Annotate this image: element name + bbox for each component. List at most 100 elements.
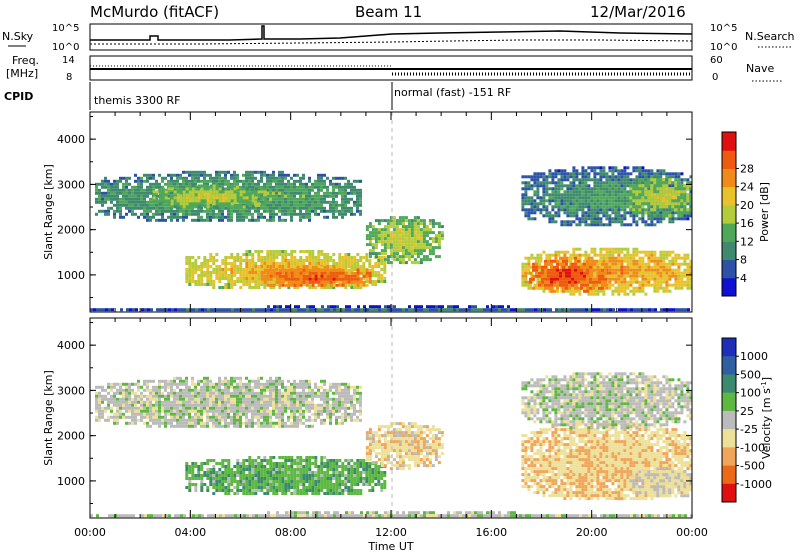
power-cell-2 bbox=[380, 268, 384, 271]
power-cell-2 bbox=[308, 259, 312, 262]
power-cell-2 bbox=[224, 259, 228, 262]
power-cell-0 bbox=[335, 206, 338, 210]
power-cell-3 bbox=[323, 265, 327, 269]
power-cell-9 bbox=[120, 308, 123, 312]
power-cell-4 bbox=[365, 225, 369, 229]
velocity-cell-0 bbox=[119, 415, 122, 419]
power-cell-7 bbox=[629, 211, 633, 215]
power-cell-0 bbox=[353, 191, 356, 195]
power-cell-5 bbox=[632, 289, 636, 293]
power-cell-5 bbox=[641, 268, 645, 272]
power-cell-8 bbox=[677, 205, 681, 209]
power-cell-8 bbox=[629, 205, 633, 209]
power-cell-2 bbox=[290, 250, 294, 253]
power-cell-8 bbox=[665, 214, 669, 218]
power-cell-7 bbox=[521, 175, 525, 179]
power-cell-2 bbox=[245, 253, 249, 256]
power-cell-7 bbox=[653, 211, 657, 215]
power-cell-3 bbox=[293, 265, 297, 269]
power-cell-0 bbox=[320, 209, 323, 213]
velocity-cell-0 bbox=[119, 391, 122, 395]
power-cell-0 bbox=[122, 203, 125, 207]
power-cell-6 bbox=[568, 268, 571, 272]
power-cell-5 bbox=[638, 283, 642, 287]
power-cell-4 bbox=[383, 252, 387, 256]
power-cell-6 bbox=[583, 280, 586, 284]
power-cell-7 bbox=[596, 208, 600, 212]
power-cell-7 bbox=[554, 184, 558, 188]
power-cell-7 bbox=[587, 217, 591, 221]
power-cell-0 bbox=[191, 212, 194, 216]
power-cell-0 bbox=[305, 209, 308, 213]
power-cell-4 bbox=[383, 243, 387, 247]
power-cell-2 bbox=[188, 265, 192, 268]
power-cell-5 bbox=[611, 247, 615, 251]
power-cell-0 bbox=[338, 191, 341, 195]
power-cell-9 bbox=[618, 308, 621, 312]
power-cell-1 bbox=[206, 205, 210, 209]
power-cell-0 bbox=[305, 215, 308, 219]
velocity-cell-0 bbox=[131, 397, 134, 401]
power-cell-7 bbox=[599, 196, 603, 200]
power-cell-0 bbox=[221, 182, 224, 186]
power-cell-6 bbox=[544, 265, 547, 269]
power-cell-7 bbox=[554, 196, 558, 200]
power-cell-2 bbox=[245, 283, 249, 286]
power-cell-2 bbox=[200, 280, 204, 283]
power-cell-9 bbox=[240, 308, 243, 312]
power-cell-2 bbox=[332, 286, 336, 289]
velocity-cell-0 bbox=[98, 397, 101, 401]
power-cell-0 bbox=[314, 209, 317, 213]
power-cell-7 bbox=[539, 199, 543, 203]
power-cell-0 bbox=[329, 191, 332, 195]
power-cell-7 bbox=[614, 190, 618, 194]
power-cell-0 bbox=[134, 212, 137, 216]
power-cell-2 bbox=[227, 283, 231, 286]
power-cell-7 bbox=[602, 199, 606, 203]
power-cell-0 bbox=[191, 170, 194, 174]
power-cell-3 bbox=[266, 283, 270, 287]
power-cell-7 bbox=[575, 217, 579, 221]
power-cell-8 bbox=[632, 208, 636, 212]
power-cell-7 bbox=[614, 202, 618, 206]
power-cell-2 bbox=[215, 259, 219, 262]
power-cell-2 bbox=[185, 280, 189, 283]
power-cell-0 bbox=[266, 188, 269, 192]
power-cell-3 bbox=[311, 280, 315, 284]
power-cell-5 bbox=[554, 253, 558, 257]
velocity-cell-0 bbox=[101, 409, 104, 413]
n-search-tick-bottom: 10^0 bbox=[710, 42, 737, 53]
power-cell-5 bbox=[608, 286, 612, 290]
power-cell-5 bbox=[614, 280, 618, 284]
power-cell-9 bbox=[492, 305, 495, 309]
power-cell-5 bbox=[554, 256, 558, 260]
power-cell-0 bbox=[242, 215, 245, 219]
power-cell-0 bbox=[191, 182, 194, 186]
power-cell-7 bbox=[581, 211, 585, 215]
power-cell-7 bbox=[587, 196, 591, 200]
power-cell-9 bbox=[132, 308, 135, 312]
power-cell-5 bbox=[647, 271, 651, 275]
power-cell-1 bbox=[209, 190, 213, 194]
power-cell-3 bbox=[323, 271, 327, 275]
power-cell-4 bbox=[383, 237, 387, 241]
power-cell-0 bbox=[173, 188, 176, 192]
power-cell-8 bbox=[641, 202, 645, 206]
power-cell-0 bbox=[290, 194, 293, 198]
power-cell-7 bbox=[623, 175, 627, 179]
power-cell-3 bbox=[332, 268, 336, 272]
power-cell-3 bbox=[320, 283, 324, 287]
power-cell-5 bbox=[620, 265, 624, 269]
power-cell-3 bbox=[326, 271, 330, 275]
power-cell-4 bbox=[401, 252, 405, 256]
power-cell-7 bbox=[530, 211, 534, 215]
power-cell-5 bbox=[599, 265, 603, 269]
power-cell-9 bbox=[474, 308, 477, 312]
power-cell-0 bbox=[170, 194, 173, 198]
power-cell-8 bbox=[677, 190, 681, 194]
power-cell-1 bbox=[242, 205, 246, 209]
power-cell-5 bbox=[629, 259, 633, 263]
power-cell-0 bbox=[341, 194, 344, 198]
power-cell-0 bbox=[239, 185, 242, 189]
velocity-cell-0 bbox=[119, 382, 122, 386]
